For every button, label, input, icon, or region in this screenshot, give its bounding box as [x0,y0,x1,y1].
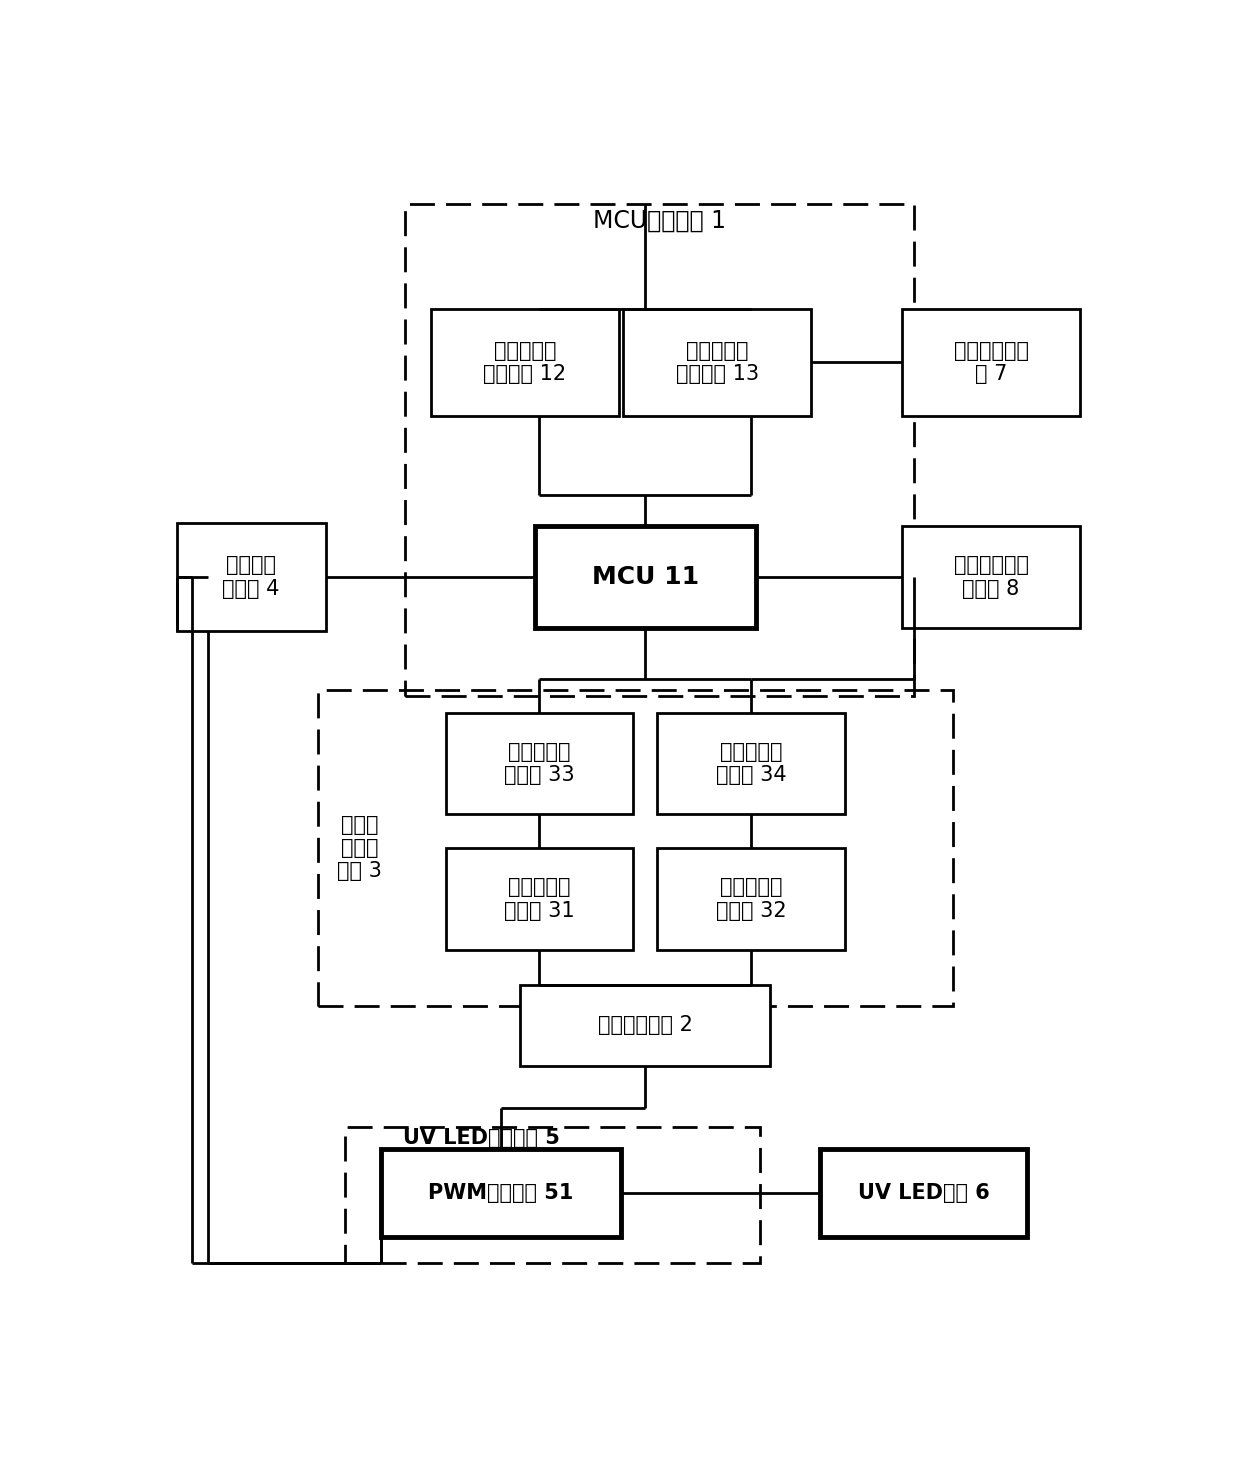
Text: 电参数异常
保护模块 13: 电参数异常 保护模块 13 [676,340,759,384]
Bar [903,308,1080,417]
Text: 电流信号放
大电路 32: 电流信号放 大电路 32 [715,877,786,921]
Text: UV LED驱动模块 5: UV LED驱动模块 5 [403,1128,560,1149]
Text: UV LED灯体 6: UV LED灯体 6 [858,1182,990,1203]
Bar [821,1149,1027,1237]
Bar [432,308,619,417]
Text: 电参数数据显
示模块 8: 电参数数据显 示模块 8 [954,556,1028,599]
Text: MCU 11: MCU 11 [591,565,698,590]
Bar [445,848,634,949]
Text: 电压信号放
大电路 31: 电压信号放 大电路 31 [505,877,574,921]
Bar [624,308,811,417]
Bar [319,689,952,1006]
Bar [176,524,326,631]
Bar [404,204,914,695]
Bar [521,984,770,1067]
Bar [445,713,634,814]
Text: PWM控制端口 51: PWM控制端口 51 [428,1182,574,1203]
Text: 第一模数转
换电路 33: 第一模数转 换电路 33 [505,742,574,785]
Text: 电参数设
置模块 4: 电参数设 置模块 4 [222,556,280,599]
Text: 数据分
析处理
模块 3: 数据分 析处理 模块 3 [337,816,382,882]
Text: 电参数自动
调节模块 12: 电参数自动 调节模块 12 [484,340,567,384]
Bar [657,713,844,814]
Text: 第二模数转
换电路 34: 第二模数转 换电路 34 [715,742,786,785]
Text: 电参数报警模
块 7: 电参数报警模 块 7 [954,340,1028,384]
Bar [534,527,755,628]
Bar [345,1127,760,1263]
Text: 数据采集模块 2: 数据采集模块 2 [598,1015,693,1036]
Bar [657,848,844,949]
Bar [903,527,1080,628]
Bar [381,1149,621,1237]
Text: MCU处理模块 1: MCU处理模块 1 [593,210,727,233]
